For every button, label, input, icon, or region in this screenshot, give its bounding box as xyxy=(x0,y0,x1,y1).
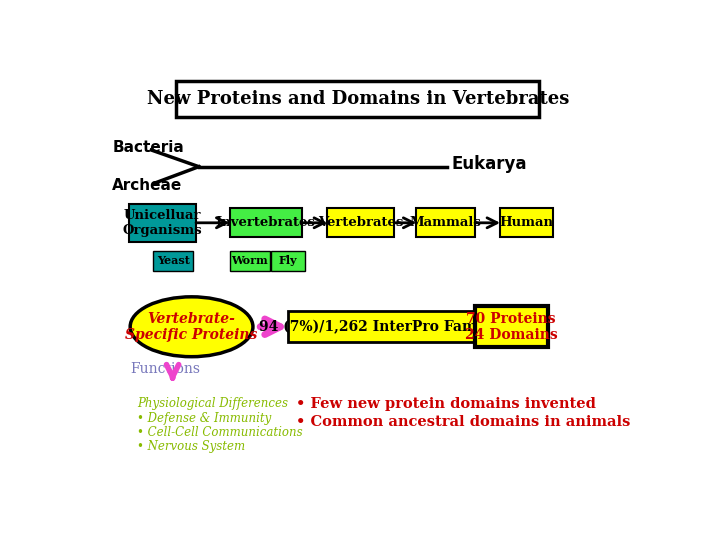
Text: Unicelluar
Organisms: Unicelluar Organisms xyxy=(122,209,202,237)
FancyBboxPatch shape xyxy=(416,208,475,238)
Text: • Few new protein domains invented: • Few new protein domains invented xyxy=(297,397,596,411)
FancyBboxPatch shape xyxy=(500,208,553,238)
Text: • Cell-Cell Communications: • Cell-Cell Communications xyxy=(138,426,303,438)
Text: • Nervous System: • Nervous System xyxy=(138,440,246,453)
FancyBboxPatch shape xyxy=(153,251,193,271)
FancyBboxPatch shape xyxy=(230,251,270,271)
Ellipse shape xyxy=(130,297,253,357)
Text: New Proteins and Domains in Vertebrates: New Proteins and Domains in Vertebrates xyxy=(147,90,569,109)
FancyBboxPatch shape xyxy=(327,208,394,238)
Text: Mammals: Mammals xyxy=(410,217,482,230)
Text: Bacteria: Bacteria xyxy=(112,140,184,156)
Text: Eukarya: Eukarya xyxy=(451,155,527,173)
Text: Vertebrates: Vertebrates xyxy=(318,217,403,230)
Text: • Defense & Immunity: • Defense & Immunity xyxy=(138,411,271,424)
Text: Worm: Worm xyxy=(231,255,268,266)
FancyBboxPatch shape xyxy=(129,204,196,241)
FancyBboxPatch shape xyxy=(230,208,302,238)
Text: Human: Human xyxy=(500,217,554,230)
Text: Yeast: Yeast xyxy=(157,255,189,266)
Text: Archeae: Archeae xyxy=(112,178,183,193)
Text: Physiological Differences: Physiological Differences xyxy=(138,397,289,410)
Text: Vertebrate-
Specific Proteins: Vertebrate- Specific Proteins xyxy=(125,312,258,342)
Text: Functions: Functions xyxy=(130,362,200,376)
Text: Fly: Fly xyxy=(279,255,297,266)
Text: • Common ancestral domains in animals: • Common ancestral domains in animals xyxy=(297,415,631,429)
Text: 70 Proteins
24 Domains: 70 Proteins 24 Domains xyxy=(465,312,558,342)
FancyBboxPatch shape xyxy=(176,82,539,117)
Text: Invertebrates: Invertebrates xyxy=(216,217,315,230)
FancyBboxPatch shape xyxy=(288,312,481,342)
FancyBboxPatch shape xyxy=(271,251,305,271)
Text: 94 (7%)/1,262 InterPro Families: 94 (7%)/1,262 InterPro Families xyxy=(259,320,510,334)
FancyBboxPatch shape xyxy=(475,306,547,347)
